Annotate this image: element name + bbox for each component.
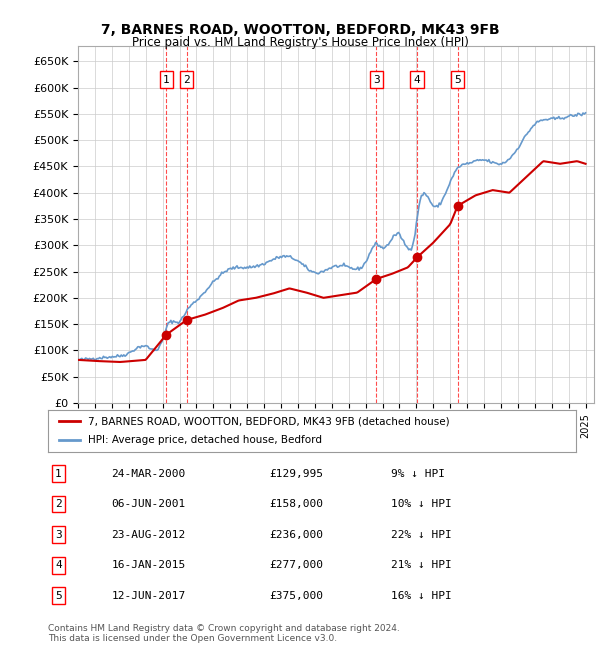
Text: 10% ↓ HPI: 10% ↓ HPI — [391, 499, 452, 509]
Text: 1: 1 — [163, 75, 170, 84]
Text: 4: 4 — [55, 560, 62, 570]
Text: Contains HM Land Registry data © Crown copyright and database right 2024.: Contains HM Land Registry data © Crown c… — [48, 624, 400, 633]
Text: £277,000: £277,000 — [270, 560, 324, 570]
Text: £375,000: £375,000 — [270, 591, 324, 601]
Text: HPI: Average price, detached house, Bedford: HPI: Average price, detached house, Bedf… — [88, 435, 322, 445]
Text: This data is licensed under the Open Government Licence v3.0.: This data is licensed under the Open Gov… — [48, 634, 337, 643]
Text: 06-JUN-2001: 06-JUN-2001 — [112, 499, 185, 509]
Text: 7, BARNES ROAD, WOOTTON, BEDFORD, MK43 9FB: 7, BARNES ROAD, WOOTTON, BEDFORD, MK43 9… — [101, 23, 499, 37]
Text: 21% ↓ HPI: 21% ↓ HPI — [391, 560, 452, 570]
Text: 22% ↓ HPI: 22% ↓ HPI — [391, 530, 452, 540]
Text: 23-AUG-2012: 23-AUG-2012 — [112, 530, 185, 540]
Text: 3: 3 — [373, 75, 380, 84]
Text: £129,995: £129,995 — [270, 469, 324, 478]
Text: 16% ↓ HPI: 16% ↓ HPI — [391, 591, 452, 601]
Text: £158,000: £158,000 — [270, 499, 324, 509]
Text: 5: 5 — [454, 75, 461, 84]
Text: 24-MAR-2000: 24-MAR-2000 — [112, 469, 185, 478]
Text: £236,000: £236,000 — [270, 530, 324, 540]
Text: 7, BARNES ROAD, WOOTTON, BEDFORD, MK43 9FB (detached house): 7, BARNES ROAD, WOOTTON, BEDFORD, MK43 9… — [88, 417, 449, 426]
Text: 12-JUN-2017: 12-JUN-2017 — [112, 591, 185, 601]
Text: 16-JAN-2015: 16-JAN-2015 — [112, 560, 185, 570]
Text: 9% ↓ HPI: 9% ↓ HPI — [391, 469, 445, 478]
Text: 2: 2 — [55, 499, 62, 509]
Text: 4: 4 — [413, 75, 421, 84]
Text: 5: 5 — [55, 591, 62, 601]
Text: 1: 1 — [55, 469, 62, 478]
Text: Price paid vs. HM Land Registry's House Price Index (HPI): Price paid vs. HM Land Registry's House … — [131, 36, 469, 49]
Text: 2: 2 — [184, 75, 190, 84]
Text: 3: 3 — [55, 530, 62, 540]
